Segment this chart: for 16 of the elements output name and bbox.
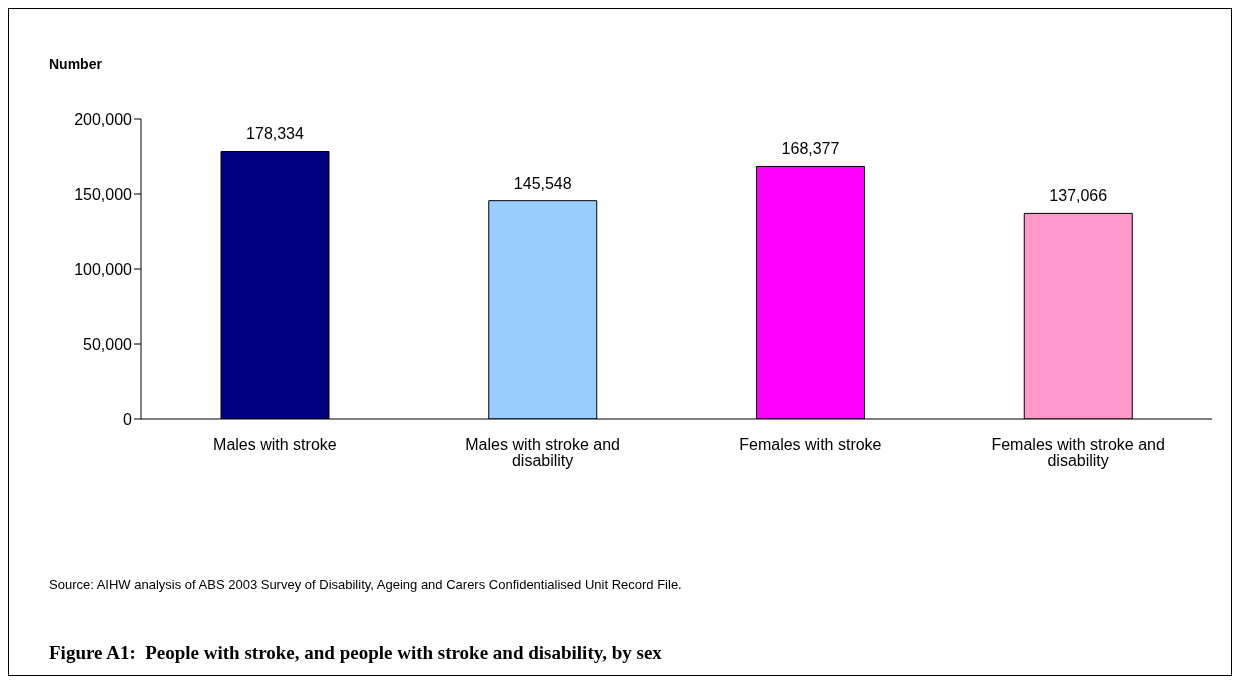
y-axis-title: Number: [49, 56, 102, 72]
text: Figure A1: People with stroke, and people with stroke and disability, by sex: [49, 642, 662, 664]
data-label: 168,377: [781, 140, 840, 158]
x-tick-label: Females with stroke and disability: [991, 436, 1165, 470]
x-tick-label: Males with stroke and disability: [465, 436, 620, 470]
y-tick-label: 50,000: [83, 335, 133, 353]
data-label: 178,334: [246, 125, 305, 143]
source-note: Source: AIHW analysis of ABS 2003 Survey of Disability, Ageing and Carers Confidentialised Unit Record File.: [49, 577, 682, 592]
y-tick-label: 200,000: [74, 110, 133, 128]
data-label: 137,066: [1049, 187, 1108, 205]
data-label: 145,548: [513, 174, 572, 192]
y-tick-label: 100,000: [74, 260, 133, 278]
y-tick-label: 150,000: [74, 185, 133, 203]
x-tick-label: Females with stroke: [739, 436, 882, 454]
y-tick-label: 0: [123, 410, 133, 428]
x-tick-label: Males with stroke: [213, 436, 337, 454]
